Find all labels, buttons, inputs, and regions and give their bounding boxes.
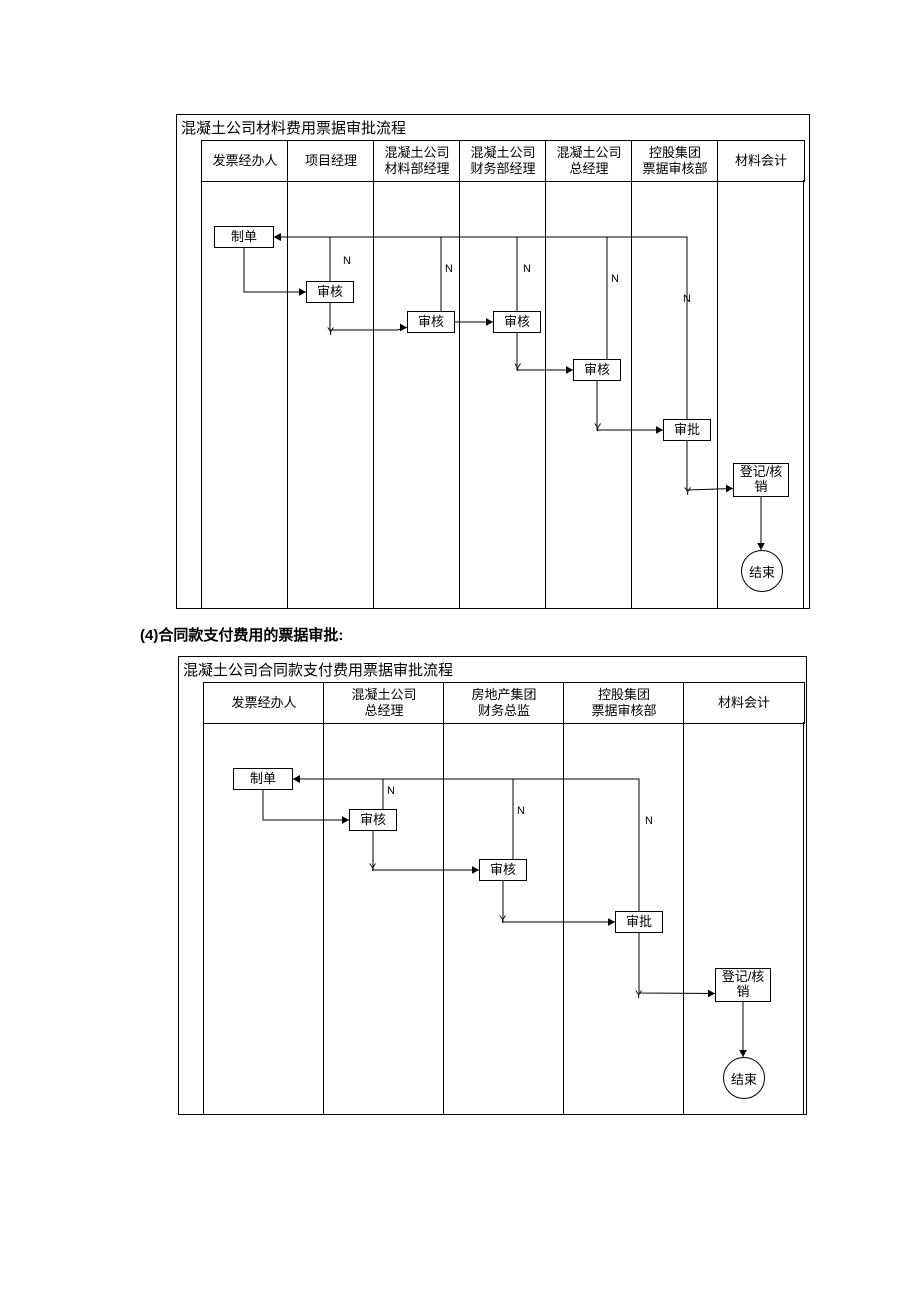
- flowchart2-lane-header-2: 房地产集团财务总监: [443, 682, 565, 724]
- flowchart1-node-appr1: 审核: [306, 281, 354, 303]
- flowchart2-node-make: 制单: [233, 768, 293, 790]
- flowchart1-ylabel: Y: [327, 326, 334, 338]
- flowchart2-lane-sep-right: [803, 722, 804, 1114]
- flowchart1-nlabel: N: [523, 263, 531, 275]
- flowchart2-nlabel: N: [517, 805, 525, 817]
- flowchart1-lane-header-6: 材料会计: [717, 140, 805, 182]
- flowchart1-lane-header-0: 发票经办人: [201, 140, 289, 182]
- flowchart2-node-end: 结束: [723, 1057, 765, 1099]
- flowchart1-lane-header-1: 项目经理: [287, 140, 375, 182]
- flowchart1-ylabel: Y: [594, 422, 601, 434]
- flowchart1-nlabel: N: [683, 293, 691, 305]
- flowchart1-lane-sep-2: [373, 180, 374, 608]
- flowchart2-ylabel: Y: [369, 862, 376, 874]
- flowchart1-node-make: 制单: [214, 226, 274, 248]
- flowchart1-node-end: 结束: [741, 550, 783, 592]
- flowchart1-nlabel: N: [343, 255, 351, 267]
- flowchart1-ylabel: Y: [514, 362, 521, 374]
- flowchart2-frame: 混凝土公司合同款支付费用票据审批流程发票经办人混凝土公司总经理房地产集团财务总监…: [178, 656, 807, 1115]
- flowchart2-lane-header-4: 材料会计: [683, 682, 805, 724]
- flowchart2-lane-sep-2: [443, 722, 444, 1114]
- flowchart1-lane-sep-3: [459, 180, 460, 608]
- flowchart1-lane-sep-right: [803, 180, 804, 608]
- flowchart1-nlabel: N: [445, 263, 453, 275]
- flowchart2-nlabel: N: [645, 815, 653, 827]
- flowchart2-node-appr3: 审批: [615, 911, 663, 933]
- flowchart1-lane-header-2: 混凝土公司材料部经理: [373, 140, 461, 182]
- flowchart2-arrows: [179, 657, 806, 1114]
- flowchart2-node-appr2: 审核: [479, 859, 527, 881]
- flowchart2-ylabel: Y: [499, 914, 506, 926]
- flowchart1-lane-sep-1: [287, 180, 288, 608]
- flowchart2-lane-header-0: 发票经办人: [203, 682, 325, 724]
- flowchart1-node-reg: 登记/核销: [733, 463, 789, 497]
- flowchart1-lane-header-4: 混凝土公司总经理: [545, 140, 633, 182]
- flowchart1-lane-header-5: 控股集团票据审核部: [631, 140, 719, 182]
- flowchart1-title: 混凝土公司材料费用票据审批流程: [181, 117, 406, 138]
- flowchart2-lane-header-3: 控股集团票据审核部: [563, 682, 685, 724]
- flowchart1-lane-header-3: 混凝土公司财务部经理: [459, 140, 547, 182]
- flowchart2-lane-sep-3: [563, 722, 564, 1114]
- flowchart2-node-reg: 登记/核销: [715, 968, 771, 1002]
- flowchart1-arrows: [177, 115, 809, 608]
- flowchart2-lane-header-1: 混凝土公司总经理: [323, 682, 445, 724]
- flowchart1-lane-sep-left: [201, 180, 202, 608]
- flowchart2-title: 混凝土公司合同款支付费用票据审批流程: [183, 659, 453, 680]
- flowchart1-node-appr3: 审核: [493, 311, 541, 333]
- section-heading: (4)合同款支付费用的票据审批:: [140, 624, 343, 645]
- flowchart2-ylabel: Y: [635, 989, 642, 1001]
- flowchart1-lane-sep-5: [631, 180, 632, 608]
- flowchart1-lane-sep-4: [545, 180, 546, 608]
- flowchart1-nlabel: N: [611, 273, 619, 285]
- flowchart1-node-appr5: 审批: [663, 419, 711, 441]
- flowchart1-ylabel: Y: [684, 486, 691, 498]
- flowchart1-lane-sep-6: [717, 180, 718, 608]
- flowchart1-frame: 混凝土公司材料费用票据审批流程发票经办人项目经理混凝土公司材料部经理混凝土公司财…: [176, 114, 810, 609]
- flowchart2-nlabel: N: [387, 785, 395, 797]
- flowchart2-lane-sep-left: [203, 722, 204, 1114]
- flowchart1-node-appr2: 审核: [407, 311, 455, 333]
- flowchart1-node-appr4: 审核: [573, 359, 621, 381]
- flowchart2-lane-sep-1: [323, 722, 324, 1114]
- flowchart2-node-appr1: 审核: [349, 809, 397, 831]
- flowchart2-lane-sep-4: [683, 722, 684, 1114]
